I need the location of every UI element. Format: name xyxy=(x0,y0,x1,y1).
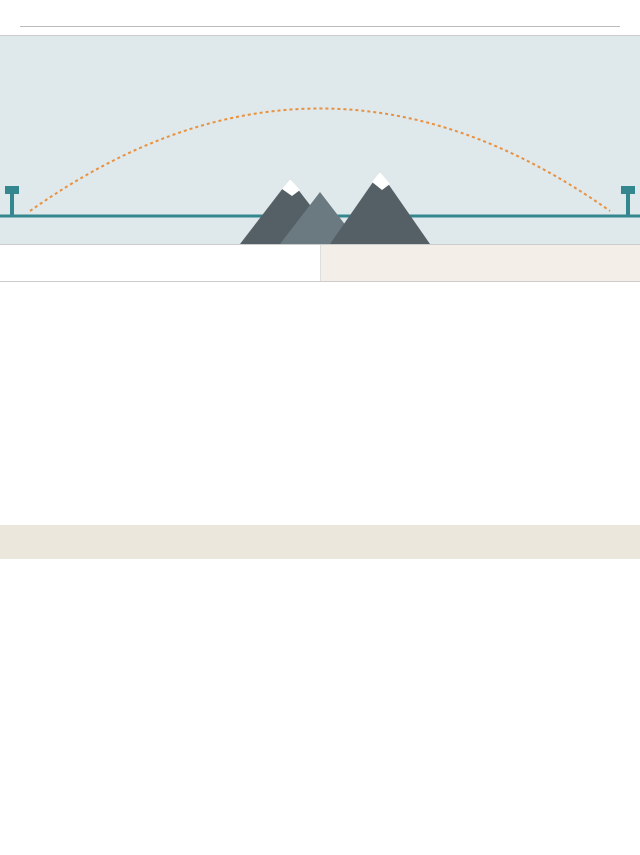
divider xyxy=(20,26,620,27)
credits xyxy=(14,535,19,549)
deaths-panel xyxy=(320,245,640,281)
categories-section xyxy=(0,281,640,525)
mid-section xyxy=(0,245,640,281)
stats-box xyxy=(418,46,628,55)
page-title xyxy=(0,0,640,26)
bar-chart xyxy=(12,292,257,517)
flight-arc-panel xyxy=(0,35,640,245)
categories-legend xyxy=(257,292,628,517)
mountains-icon xyxy=(200,164,440,244)
causes-gauges xyxy=(0,245,320,281)
footer xyxy=(0,525,640,559)
